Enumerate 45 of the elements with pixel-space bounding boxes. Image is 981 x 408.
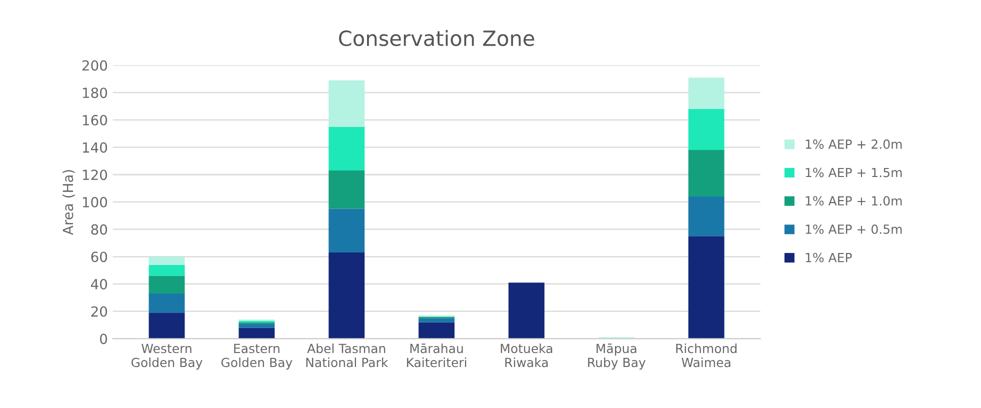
bar [328, 170, 365, 209]
y-tick-label: 20 [91, 306, 108, 317]
y-tick-label: 40 [90, 278, 108, 290]
x-tick-label: Western Golden Bay [131, 344, 202, 370]
bar [238, 328, 275, 339]
x-tick-label: Richmond Waimea [676, 344, 736, 368]
y-tick-label: 200 [82, 60, 108, 71]
bar [688, 236, 724, 339]
legend-label: 1% AEP + 1.5m [806, 168, 902, 178]
legend-label: 1% AEP [806, 252, 852, 262]
y-tick-label: 100 [82, 196, 108, 208]
y-tick-label: 0 [100, 334, 108, 344]
bar [148, 312, 185, 339]
y-axis-title: Area (Ha) [62, 170, 75, 235]
bar [328, 208, 365, 253]
chart-title: Conservation Zone [339, 30, 534, 46]
bar [238, 324, 275, 328]
x-tick-label: Mārahau Kaiteriteri [407, 344, 466, 368]
y-tick-label: 180 [82, 88, 108, 98]
bar [148, 276, 185, 294]
bar [688, 78, 724, 110]
bar [418, 322, 455, 339]
bar [328, 252, 365, 339]
legend-label: 1% AEP + 1.0m [806, 196, 902, 206]
bar [148, 264, 185, 276]
y-tick-label: 80 [91, 224, 108, 235]
y-tick-label: 60 [91, 252, 108, 262]
y-tick-label: 160 [82, 114, 108, 126]
bar [148, 256, 185, 265]
bar [328, 80, 365, 127]
x-tick-label: Māpua Ruby Bay [588, 344, 646, 370]
bar [688, 150, 724, 196]
y-tick-label: 120 [82, 170, 108, 180]
x-tick-label: Abel Tasman National Park [306, 344, 388, 368]
bar [418, 318, 455, 322]
x-tick-label: Eastern Golden Bay [221, 344, 292, 370]
bar [508, 282, 544, 339]
y-tick-label: 140 [82, 142, 108, 153]
bar [328, 126, 365, 171]
bar [688, 196, 724, 236]
x-tick-label: Motueka Riwaka [500, 344, 552, 368]
legend-label: 1% AEP + 0.5m [806, 224, 902, 234]
bar [688, 109, 724, 150]
legend-label: 1% AEP + 2.0m [806, 139, 902, 149]
bar [148, 294, 185, 313]
